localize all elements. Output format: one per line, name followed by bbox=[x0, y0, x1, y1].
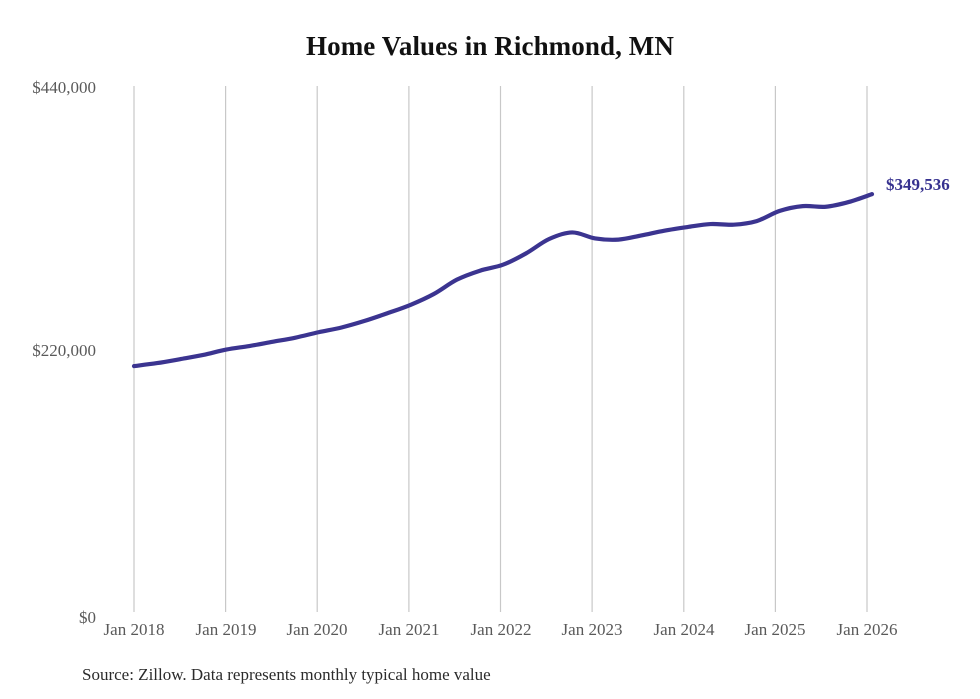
chart-title: Home Values in Richmond, MN bbox=[306, 31, 674, 61]
x-axis-tick-jan-2018: Jan 2018 bbox=[103, 620, 165, 639]
y-axis-tick-220000: $220,000 bbox=[32, 341, 96, 360]
y-axis-tick-440000: $440,000 bbox=[32, 78, 96, 97]
x-axis-tick-jan-2021: Jan 2021 bbox=[378, 620, 440, 639]
home-value-line bbox=[131, 192, 875, 369]
x-axis-tick-jan-2024: Jan 2024 bbox=[653, 620, 715, 639]
x-axis-tick-jan-2022: Jan 2022 bbox=[470, 620, 532, 639]
x-axis-tick-jan-2019: Jan 2019 bbox=[195, 620, 257, 639]
source-note: Source: Zillow. Data represents monthly … bbox=[82, 665, 491, 684]
x-axis-tick-jan-2020: Jan 2020 bbox=[286, 620, 348, 639]
x-axis-tick-jan-2025: Jan 2025 bbox=[744, 620, 806, 639]
y-axis-tick-0: $0 bbox=[79, 608, 96, 627]
x-axis-tick-jan-2023: Jan 2023 bbox=[561, 620, 623, 639]
x-axis-tick-jan-2026: Jan 2026 bbox=[836, 620, 898, 639]
end-value-label: $349,536 bbox=[886, 175, 950, 194]
gridlines bbox=[133, 86, 868, 612]
